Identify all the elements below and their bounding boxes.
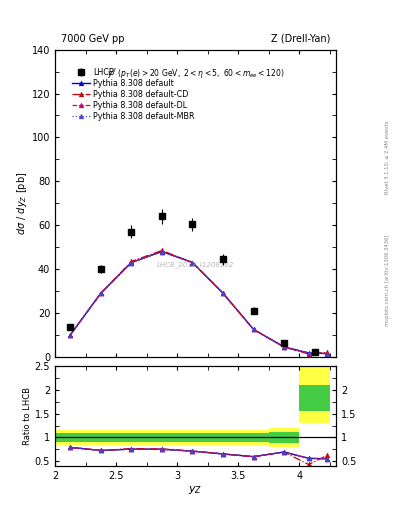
- Bar: [208, 430, 238, 444]
- Pythia 8.308 default-CD: [282, 344, 286, 350]
- Pythia 8.308 default-MBR: [129, 260, 134, 266]
- Pythia 8.308 default-CD: [325, 349, 329, 355]
- Pythia 8.308 default-MBR: [160, 248, 164, 254]
- Bar: [238, 430, 269, 444]
- Bar: [269, 432, 299, 443]
- Pythia 8.308 default: [68, 332, 73, 338]
- Y-axis label: Ratio to LHCB: Ratio to LHCB: [23, 387, 32, 445]
- Pythia 8.308 default: [220, 290, 225, 296]
- Pythia 8.308 default-CD: [251, 326, 256, 332]
- Line: Pythia 8.308 default-MBR: Pythia 8.308 default-MBR: [68, 249, 329, 356]
- Line: Pythia 8.308 default-CD: Pythia 8.308 default-CD: [68, 248, 329, 356]
- Pythia 8.308 default-DL: [190, 260, 195, 266]
- Bar: [86, 433, 116, 442]
- Line: Pythia 8.308 default: Pythia 8.308 default: [68, 249, 329, 356]
- Pythia 8.308 default-CD: [129, 259, 134, 265]
- Pythia 8.308 default-CD: [190, 260, 195, 266]
- Pythia 8.308 default-DL: [68, 332, 73, 338]
- Pythia 8.308 default-CD: [160, 247, 164, 253]
- Bar: [147, 430, 177, 444]
- Line: Pythia 8.308 default-DL: Pythia 8.308 default-DL: [68, 249, 329, 356]
- Text: mcplots.cern.ch [arXiv:1306.3436]: mcplots.cern.ch [arXiv:1306.3436]: [385, 234, 389, 326]
- Text: Z (Drell-Yan): Z (Drell-Yan): [271, 33, 331, 44]
- Legend: LHCB, Pythia 8.308 default, Pythia 8.308 default-CD, Pythia 8.308 default-DL, Py: LHCB, Pythia 8.308 default, Pythia 8.308…: [70, 66, 196, 122]
- Pythia 8.308 default-MBR: [251, 326, 256, 332]
- Pythia 8.308 default: [282, 344, 286, 350]
- Pythia 8.308 default-DL: [282, 344, 286, 350]
- Pythia 8.308 default: [99, 290, 103, 296]
- Bar: [177, 433, 208, 442]
- Bar: [269, 428, 299, 447]
- Pythia 8.308 default: [129, 260, 134, 266]
- Bar: [116, 433, 147, 442]
- Pythia 8.308 default-MBR: [220, 290, 225, 296]
- Pythia 8.308 default-CD: [99, 290, 103, 296]
- Text: LHCB_2012_I1208102: LHCB_2012_I1208102: [157, 261, 234, 268]
- Text: Rivet 3.1.10, ≥ 2.4M events: Rivet 3.1.10, ≥ 2.4M events: [385, 120, 389, 194]
- Pythia 8.308 default-DL: [325, 351, 329, 357]
- Bar: [177, 430, 208, 444]
- Y-axis label: $d\sigma\ /\ dy_Z\ \mathrm{[pb]}$: $d\sigma\ /\ dy_Z\ \mathrm{[pb]}$: [15, 172, 29, 235]
- X-axis label: $y_Z$: $y_Z$: [188, 483, 203, 496]
- Pythia 8.308 default: [325, 351, 329, 357]
- Bar: [55, 430, 86, 444]
- Bar: [55, 433, 86, 442]
- Bar: [86, 430, 116, 444]
- Pythia 8.308 default-DL: [160, 248, 164, 254]
- Pythia 8.308 default-MBR: [282, 344, 286, 350]
- Bar: [299, 385, 330, 411]
- Pythia 8.308 default-DL: [129, 260, 134, 266]
- Pythia 8.308 default-CD: [68, 332, 73, 338]
- Bar: [299, 366, 330, 423]
- Pythia 8.308 default-CD: [220, 290, 225, 296]
- Pythia 8.308 default-DL: [99, 290, 103, 296]
- Pythia 8.308 default-DL: [251, 326, 256, 332]
- Pythia 8.308 default: [190, 260, 195, 266]
- Pythia 8.308 default-MBR: [306, 350, 311, 356]
- Bar: [147, 433, 177, 442]
- Pythia 8.308 default-DL: [220, 290, 225, 296]
- Pythia 8.308 default-MBR: [190, 260, 195, 266]
- Text: 7000 GeV pp: 7000 GeV pp: [61, 33, 124, 44]
- Bar: [238, 433, 269, 442]
- Pythia 8.308 default: [306, 350, 311, 356]
- Text: $y^{ll}\ (p_T(e) > 20\ \mathrm{GeV},\ 2 < \eta < 5,\ 60 < m_{ee} < 120)$: $y^{ll}\ (p_T(e) > 20\ \mathrm{GeV},\ 2 …: [107, 67, 285, 81]
- Pythia 8.308 default-MBR: [68, 332, 73, 338]
- Pythia 8.308 default-DL: [306, 350, 311, 356]
- Bar: [116, 430, 147, 444]
- Pythia 8.308 default: [251, 326, 256, 332]
- Pythia 8.308 default-MBR: [99, 290, 103, 296]
- Bar: [208, 433, 238, 442]
- Pythia 8.308 default-CD: [306, 351, 311, 357]
- Pythia 8.308 default: [160, 248, 164, 254]
- Pythia 8.308 default-MBR: [325, 351, 329, 357]
